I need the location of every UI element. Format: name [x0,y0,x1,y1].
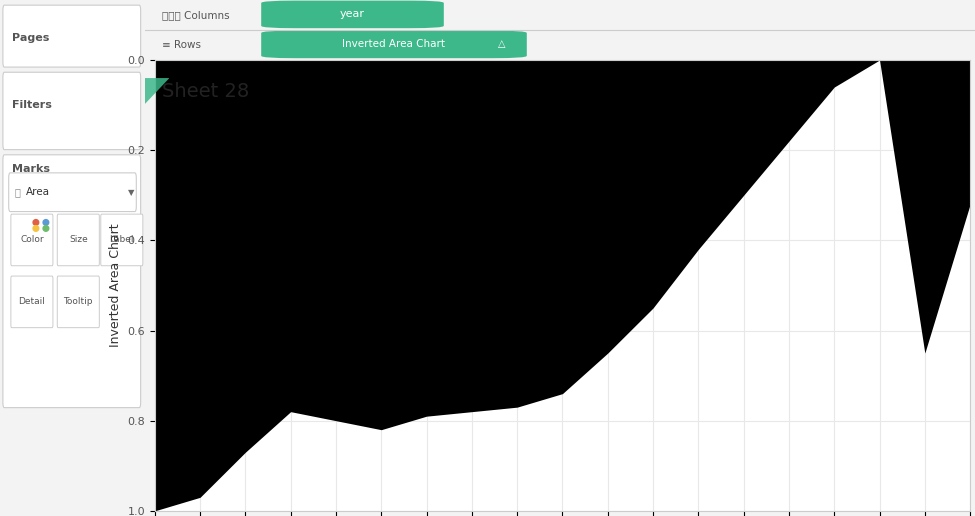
Text: Marks: Marks [12,164,50,174]
FancyBboxPatch shape [261,30,526,58]
FancyBboxPatch shape [11,276,53,328]
FancyBboxPatch shape [9,173,136,212]
Text: Color: Color [20,235,44,245]
Text: ≡ Rows: ≡ Rows [162,40,201,50]
Text: ⬤: ⬤ [32,224,40,232]
Text: Sheet 28: Sheet 28 [162,82,249,101]
Text: △: △ [498,39,505,50]
Text: ⌒: ⌒ [15,187,20,198]
Text: Area: Area [26,187,50,198]
Text: Inverted Area Chart: Inverted Area Chart [342,39,446,50]
Text: Label: Label [109,235,134,245]
Text: Size: Size [69,235,88,245]
Text: ⫼⫼⫼ Columns: ⫼⫼⫼ Columns [162,10,229,20]
Text: ⬤: ⬤ [32,219,40,227]
FancyBboxPatch shape [58,276,99,328]
Text: ⬤: ⬤ [42,219,50,227]
FancyBboxPatch shape [11,214,53,266]
Text: ⬤: ⬤ [42,224,50,232]
FancyBboxPatch shape [3,72,140,150]
Text: ▼: ▼ [128,188,135,197]
Text: Tooltip: Tooltip [63,297,93,307]
FancyBboxPatch shape [261,1,444,28]
Text: Detail: Detail [19,297,46,307]
FancyBboxPatch shape [58,214,99,266]
Text: Filters: Filters [12,100,52,110]
Text: year: year [340,9,365,20]
FancyBboxPatch shape [100,214,142,266]
FancyBboxPatch shape [3,155,140,408]
FancyBboxPatch shape [3,5,140,67]
Polygon shape [145,78,170,104]
Text: Pages: Pages [12,33,49,43]
Y-axis label: Inverted Area Chart: Inverted Area Chart [109,223,122,347]
